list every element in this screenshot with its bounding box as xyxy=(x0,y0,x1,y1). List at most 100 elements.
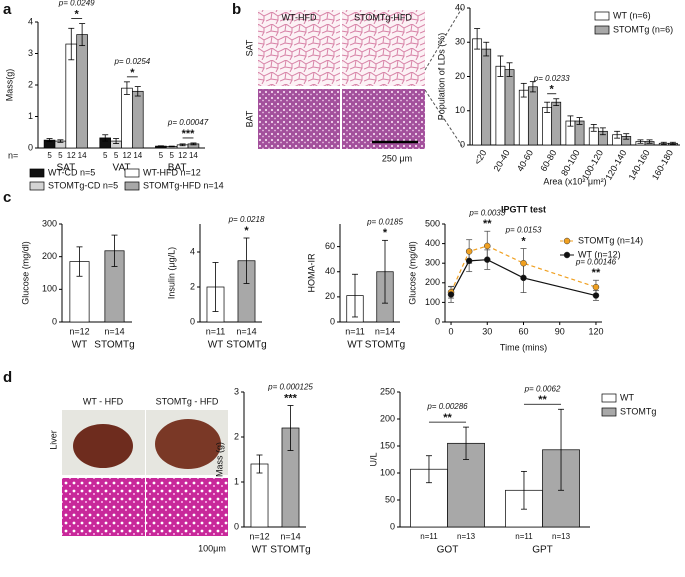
n-label: 5 xyxy=(170,151,175,160)
error-bar xyxy=(599,127,606,136)
x-tick-label: <20 xyxy=(472,148,488,166)
error-bar xyxy=(567,115,574,127)
error-bar xyxy=(520,470,527,510)
scale-label: 100μm xyxy=(198,543,226,553)
n-label: n=13 xyxy=(457,532,476,541)
p-value: p= 0.00286 xyxy=(426,402,468,411)
significance-stars: * xyxy=(550,84,555,96)
error-bar xyxy=(558,408,565,491)
y-tick-label: 2 xyxy=(28,79,33,89)
point xyxy=(520,274,527,282)
bar xyxy=(76,34,88,149)
legend-label: WT-CD n=5 xyxy=(48,167,95,177)
n-label: 5 xyxy=(114,151,119,160)
image xyxy=(342,89,425,149)
x-tick-label: WT xyxy=(72,340,88,351)
error-bar xyxy=(576,117,583,125)
error-bar xyxy=(46,138,53,143)
significance-stars: ** xyxy=(483,218,492,230)
n-label: 12 xyxy=(178,151,187,160)
p-value: p= 0.00146 xyxy=(575,257,617,266)
n-label: n=11 xyxy=(345,326,365,336)
significance-stars: *** xyxy=(182,128,196,140)
n-label: 5 xyxy=(58,151,63,160)
bar xyxy=(250,463,269,528)
image-row-label: BAT xyxy=(244,110,254,127)
legend-swatch xyxy=(601,407,617,417)
legend-label: STOMTg-HFD n=14 xyxy=(143,180,224,190)
y-tick-label: 100 xyxy=(380,467,395,477)
error-bar xyxy=(68,27,75,61)
point xyxy=(592,292,600,299)
legend-swatch xyxy=(594,25,610,35)
x-tick-label: GPT xyxy=(532,545,553,556)
x-axis-label: Time (mins) xyxy=(500,342,547,352)
connector xyxy=(424,7,463,71)
point xyxy=(447,291,455,298)
error-bar xyxy=(134,86,141,97)
error-bar xyxy=(168,145,175,148)
x-tick-label: 30 xyxy=(482,326,492,336)
legend-swatch xyxy=(124,181,140,191)
image-column-label: STOMTg-HFD xyxy=(354,12,412,22)
error-bar xyxy=(113,138,120,144)
y-tick-label: 300 xyxy=(42,218,57,228)
scale-label: 250 μm xyxy=(382,153,412,163)
panel-letter: a xyxy=(3,1,12,18)
significance-stars: ** xyxy=(443,412,452,424)
n-label: n=14 xyxy=(280,531,300,541)
y-tick-label: 200 xyxy=(425,277,440,287)
point xyxy=(465,257,473,265)
error-bar xyxy=(111,234,118,267)
legend-marker xyxy=(563,251,571,259)
p-value: p= 0.0185 xyxy=(366,217,403,226)
significance-stars: * xyxy=(130,67,135,79)
x-tick-label: STOMTg xyxy=(226,340,266,351)
error-bar xyxy=(243,237,250,284)
liver-photo xyxy=(73,424,133,468)
n-label: 5 xyxy=(103,151,108,160)
error-bar xyxy=(212,262,219,312)
x-tick-label: WT xyxy=(252,545,268,556)
x-tick-label: BAT xyxy=(168,163,187,174)
error-bar xyxy=(287,405,294,451)
bar xyxy=(481,48,492,146)
y-axis-label: Glucose (mg/dl) xyxy=(20,241,30,305)
y-tick-label: 0 xyxy=(390,521,395,531)
point xyxy=(465,248,473,255)
bar xyxy=(121,87,133,149)
y-tick-label: 20 xyxy=(455,71,465,81)
x-tick-label: VAT xyxy=(113,163,131,174)
y-tick-label: 2 xyxy=(190,281,195,291)
error-bar xyxy=(474,28,481,50)
y-axis-label: U/L xyxy=(368,452,378,466)
x-tick-label: 160-180 xyxy=(650,148,675,182)
x-tick-label: 120 xyxy=(588,326,603,336)
image-column-label: WT - HFD xyxy=(83,396,124,406)
bar xyxy=(504,69,515,146)
panel-letter: c xyxy=(3,189,11,206)
error-bar xyxy=(669,141,676,145)
error-bar xyxy=(382,239,388,304)
x-tick-label: WT xyxy=(208,340,224,351)
image-row-label: Liver xyxy=(48,430,58,450)
x-tick-label: GOT xyxy=(437,545,459,556)
n-label: n=14 xyxy=(104,326,124,336)
point xyxy=(592,283,600,291)
legend-label: WT (n=12) xyxy=(578,249,621,259)
bar xyxy=(542,106,553,146)
legend-label: STOMTg xyxy=(620,406,656,416)
image xyxy=(258,89,340,149)
error-bar xyxy=(483,41,490,57)
legend-label: WT (n=6) xyxy=(613,10,651,20)
x-tick-label: SAT xyxy=(56,163,75,174)
p-value: p= 0.0153 xyxy=(505,226,542,235)
y-tick-label: 0 xyxy=(234,521,239,531)
x-tick-label: STOMTg xyxy=(94,340,134,351)
y-tick-label: 3 xyxy=(28,48,33,58)
y-tick-label: 60 xyxy=(325,241,335,251)
significance-stars: * xyxy=(75,8,80,20)
y-axis-label: Mass (g) xyxy=(214,442,224,477)
error-bar xyxy=(623,133,630,140)
y-tick-label: 20 xyxy=(325,291,335,301)
